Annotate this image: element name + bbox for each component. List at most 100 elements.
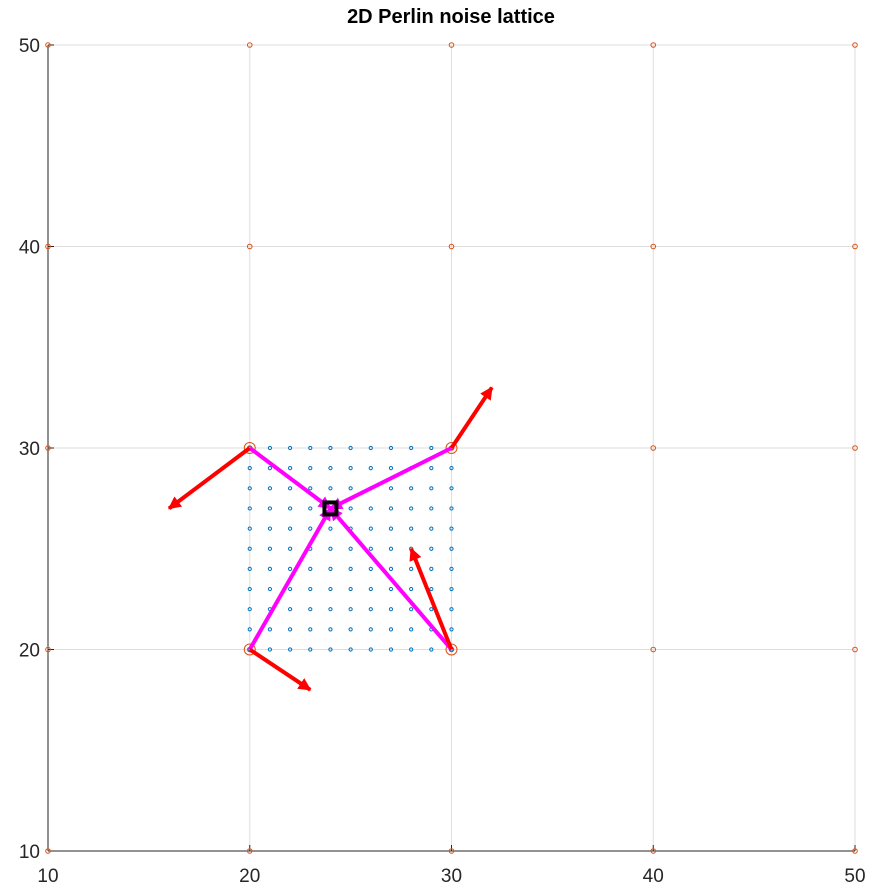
sample-point xyxy=(267,566,273,572)
sample-point xyxy=(328,546,333,551)
chart-title: 2D Perlin noise lattice xyxy=(347,6,555,28)
sample-point xyxy=(348,486,353,491)
lattice-point xyxy=(650,848,657,854)
sample-point xyxy=(308,445,313,451)
sample-point xyxy=(449,607,454,612)
y-tick-label: 40 xyxy=(19,238,40,259)
sample-point xyxy=(348,466,353,471)
sample-point xyxy=(247,546,252,551)
sample-point xyxy=(409,607,414,612)
gradient-vectors xyxy=(167,386,494,692)
query-point-layer xyxy=(322,500,339,517)
sample-point xyxy=(348,627,353,632)
sample-point xyxy=(409,627,414,632)
cell-corner-marker xyxy=(243,442,256,454)
lattice-point xyxy=(45,445,51,451)
sample-point xyxy=(288,546,293,551)
lattice-point xyxy=(650,243,657,250)
sample-point xyxy=(247,586,252,592)
sample-point xyxy=(429,486,434,491)
sample-point xyxy=(267,546,273,551)
sample-point xyxy=(308,627,313,632)
distance-vector xyxy=(248,507,333,651)
sample-point xyxy=(288,586,293,592)
lattice-point xyxy=(852,445,858,451)
sample-point xyxy=(288,607,293,612)
sample-point xyxy=(348,445,353,451)
sample-point xyxy=(388,486,394,491)
sample-point xyxy=(388,526,394,531)
lattice-point xyxy=(246,848,253,854)
sample-point xyxy=(267,526,273,531)
sample-point xyxy=(308,647,313,652)
sample-point xyxy=(409,506,414,511)
gradient-vector xyxy=(409,547,454,651)
distance-vectors xyxy=(248,446,454,651)
sample-point xyxy=(348,607,353,612)
sample-point xyxy=(328,627,333,632)
sample-point xyxy=(429,607,434,612)
y-tick-label: 10 xyxy=(19,842,40,863)
sample-point xyxy=(368,647,373,652)
lattice-point xyxy=(448,42,455,48)
y-tick-label: 20 xyxy=(19,641,40,662)
sample-point xyxy=(288,466,293,471)
lattice-point xyxy=(45,848,51,854)
sample-point xyxy=(388,506,394,511)
sample-point xyxy=(368,466,373,471)
sample-point xyxy=(308,586,313,592)
gradient-vector xyxy=(449,386,494,450)
sample-point xyxy=(449,506,454,511)
sample-point xyxy=(328,647,333,652)
sample-point xyxy=(247,627,252,632)
sample-point xyxy=(368,526,373,531)
sample-point xyxy=(328,607,333,612)
sample-point xyxy=(409,526,414,531)
sample-point xyxy=(429,647,434,652)
sample-point xyxy=(409,445,414,451)
x-tick-label: 20 xyxy=(239,866,260,887)
sample-point xyxy=(267,445,273,451)
sample-point xyxy=(368,607,373,612)
y-tick-label: 30 xyxy=(19,439,40,460)
x-tick-label: 30 xyxy=(441,866,462,887)
sample-point xyxy=(308,486,313,491)
cell-corner-marker xyxy=(445,442,458,454)
sample-point xyxy=(267,466,273,471)
sample-point xyxy=(388,607,394,612)
sample-point xyxy=(449,546,454,551)
cell-corner-markers xyxy=(243,442,458,656)
sample-point xyxy=(449,486,454,491)
sample-point xyxy=(267,506,273,511)
x-tick-label: 50 xyxy=(844,866,865,887)
lattice-point xyxy=(852,646,858,653)
lattice-point xyxy=(650,646,657,653)
lattice-point xyxy=(45,243,51,250)
sample-point xyxy=(348,566,353,572)
sample-point xyxy=(449,566,454,572)
sample-point xyxy=(328,445,333,451)
sample-point xyxy=(368,627,373,632)
lattice-point xyxy=(45,646,51,653)
sample-point xyxy=(288,445,293,451)
sample-point xyxy=(388,647,394,652)
x-tick-label: 40 xyxy=(643,866,664,887)
sample-point xyxy=(308,566,313,572)
sample-point xyxy=(449,627,454,632)
sample-point xyxy=(348,546,353,551)
sample-point xyxy=(449,586,454,592)
sample-point xyxy=(368,586,373,592)
sample-point xyxy=(308,506,313,511)
sample-point xyxy=(409,486,414,491)
sample-point xyxy=(247,486,252,491)
sample-point xyxy=(409,566,414,572)
sample-point xyxy=(388,466,394,471)
sample-point xyxy=(267,486,273,491)
lattice-point xyxy=(852,243,858,250)
sample-point xyxy=(288,566,293,572)
lattice-point xyxy=(448,243,455,250)
y-tick-label: 50 xyxy=(19,36,40,57)
sample-point xyxy=(429,526,434,531)
sample-point xyxy=(429,445,434,451)
